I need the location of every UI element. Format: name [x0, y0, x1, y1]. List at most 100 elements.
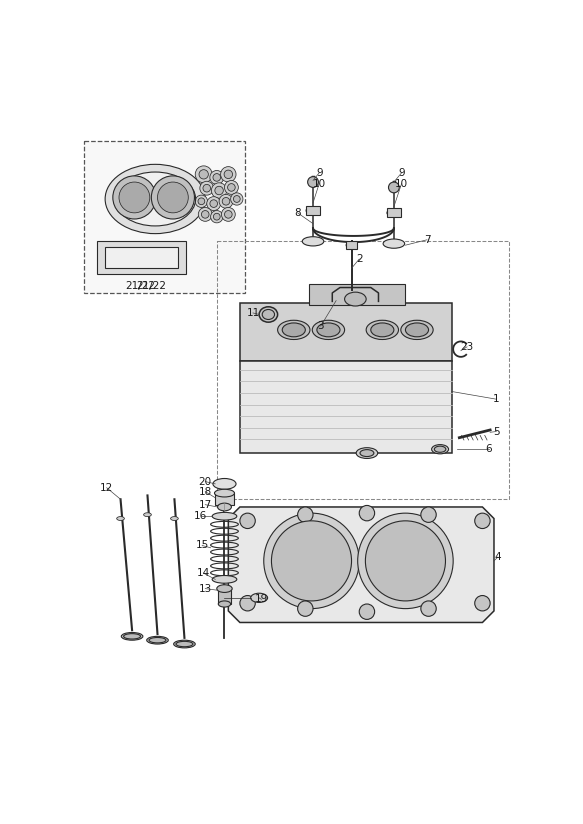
Circle shape	[308, 176, 318, 187]
Bar	[387, 208, 401, 218]
Circle shape	[359, 604, 375, 620]
Text: 16: 16	[194, 511, 207, 522]
Circle shape	[213, 213, 220, 220]
Circle shape	[207, 197, 220, 210]
Text: 1: 1	[493, 394, 500, 405]
Circle shape	[222, 198, 230, 205]
Ellipse shape	[360, 450, 374, 456]
Ellipse shape	[346, 242, 357, 248]
Circle shape	[359, 505, 375, 521]
Text: 2: 2	[356, 254, 363, 264]
Text: 21/22: 21/22	[136, 281, 166, 291]
Ellipse shape	[345, 293, 366, 306]
Bar	[83, 141, 245, 293]
Circle shape	[201, 211, 209, 218]
Ellipse shape	[143, 513, 152, 517]
Ellipse shape	[217, 503, 231, 511]
Text: 7: 7	[424, 235, 430, 245]
Bar	[105, 246, 178, 269]
Circle shape	[213, 174, 220, 181]
Ellipse shape	[217, 585, 232, 592]
Circle shape	[227, 184, 235, 191]
Ellipse shape	[302, 236, 324, 246]
Ellipse shape	[171, 517, 178, 521]
Bar	[217, 241, 510, 499]
Polygon shape	[229, 507, 494, 622]
Ellipse shape	[212, 513, 237, 520]
Ellipse shape	[259, 307, 278, 322]
Circle shape	[358, 513, 453, 609]
Ellipse shape	[149, 638, 166, 643]
Bar	[346, 241, 357, 249]
Polygon shape	[240, 361, 452, 453]
Ellipse shape	[306, 207, 320, 214]
Text: 5: 5	[493, 427, 500, 437]
Circle shape	[298, 507, 313, 522]
Ellipse shape	[317, 323, 340, 337]
Bar	[97, 241, 186, 274]
Text: 15: 15	[195, 541, 209, 550]
Text: 10: 10	[395, 179, 408, 189]
Circle shape	[388, 182, 399, 193]
Text: 11: 11	[247, 308, 259, 318]
Bar	[215, 493, 234, 505]
Circle shape	[224, 170, 233, 179]
Text: 6: 6	[485, 444, 492, 454]
Circle shape	[475, 513, 490, 528]
Ellipse shape	[251, 593, 268, 602]
Text: 19: 19	[255, 594, 268, 604]
Circle shape	[198, 198, 205, 204]
Ellipse shape	[312, 321, 345, 339]
Ellipse shape	[387, 209, 401, 217]
Polygon shape	[309, 283, 405, 305]
Ellipse shape	[212, 575, 237, 583]
Circle shape	[272, 521, 352, 601]
Ellipse shape	[401, 321, 433, 339]
Circle shape	[366, 521, 445, 601]
Ellipse shape	[356, 447, 378, 458]
Text: 9: 9	[316, 168, 322, 178]
Ellipse shape	[115, 172, 196, 226]
Ellipse shape	[176, 641, 193, 647]
Circle shape	[240, 513, 255, 528]
Ellipse shape	[174, 640, 195, 648]
Circle shape	[231, 193, 243, 205]
Ellipse shape	[278, 321, 310, 339]
Text: 10: 10	[312, 179, 326, 189]
Circle shape	[119, 182, 150, 213]
Text: 3: 3	[317, 321, 324, 331]
Circle shape	[224, 180, 238, 194]
Ellipse shape	[383, 239, 405, 248]
Text: 14: 14	[197, 569, 210, 578]
Ellipse shape	[124, 634, 141, 639]
Ellipse shape	[262, 310, 275, 320]
Ellipse shape	[405, 323, 429, 337]
Text: 12: 12	[100, 483, 113, 493]
Bar	[306, 206, 320, 215]
Circle shape	[224, 211, 232, 218]
Ellipse shape	[213, 479, 236, 489]
Text: 13: 13	[199, 583, 212, 593]
Text: 9: 9	[398, 168, 405, 178]
Circle shape	[113, 176, 156, 219]
Ellipse shape	[366, 321, 399, 339]
Text: 21/22: 21/22	[125, 281, 154, 291]
Circle shape	[212, 183, 227, 199]
Circle shape	[203, 185, 210, 192]
Text: 4: 4	[494, 552, 501, 562]
Ellipse shape	[121, 633, 143, 640]
Circle shape	[210, 199, 217, 208]
Ellipse shape	[117, 517, 124, 521]
Ellipse shape	[282, 323, 305, 337]
Circle shape	[219, 194, 233, 208]
Circle shape	[157, 182, 188, 213]
Circle shape	[298, 601, 313, 616]
Ellipse shape	[147, 636, 168, 644]
Circle shape	[210, 210, 223, 222]
Text: 8: 8	[294, 208, 301, 218]
Circle shape	[210, 171, 224, 185]
Circle shape	[233, 195, 240, 203]
Circle shape	[240, 596, 255, 611]
Bar	[218, 588, 231, 604]
Ellipse shape	[105, 164, 205, 234]
